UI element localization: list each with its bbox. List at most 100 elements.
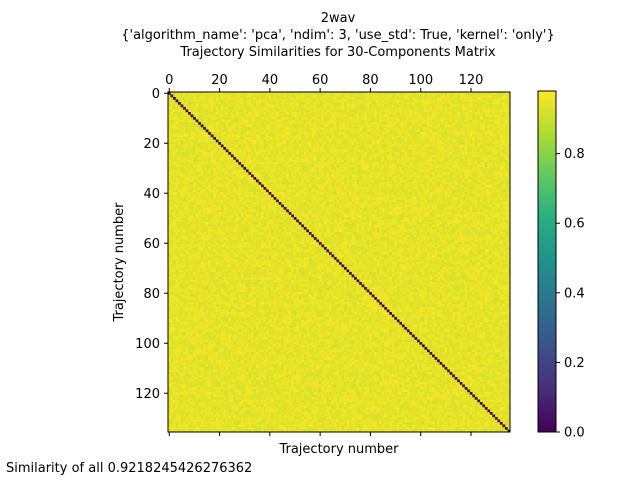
heatmap-cell	[384, 114, 388, 118]
heatmap-cell	[215, 237, 219, 240]
heatmap-cell	[321, 112, 325, 115]
heatmap-cell	[394, 134, 398, 138]
heatmap-cell	[180, 427, 184, 430]
heatmap-cell	[245, 117, 249, 120]
heatmap-cell	[419, 139, 423, 143]
heatmap-cell	[180, 172, 184, 175]
heatmap-cell	[200, 164, 204, 168]
heatmap-cell	[349, 97, 352, 100]
heatmap-cell	[213, 152, 217, 155]
heatmap-cell	[200, 377, 204, 380]
heatmap-cell	[195, 142, 199, 145]
heatmap-cell	[193, 412, 196, 415]
heatmap-cell	[389, 117, 393, 120]
heatmap-cell	[406, 134, 410, 138]
heatmap-cell	[198, 359, 201, 363]
heatmap-cell	[188, 359, 191, 363]
heatmap-cell	[213, 299, 217, 303]
heatmap-cell	[208, 124, 212, 128]
heatmap-cell	[188, 199, 191, 203]
heatmap-cell	[210, 294, 214, 298]
heatmap-cell	[261, 114, 264, 118]
heatmap-cell	[346, 137, 350, 140]
heatmap-cell	[489, 132, 493, 135]
heatmap-cell	[379, 124, 383, 128]
heatmap-cell	[180, 179, 184, 183]
heatmap-cell	[203, 402, 207, 405]
heatmap-cell	[193, 277, 196, 280]
heatmap-cell	[178, 117, 181, 120]
heatmap-cell	[497, 137, 501, 140]
heatmap-cell	[308, 127, 312, 130]
heatmap-cell	[175, 169, 179, 173]
heatmap-cell	[318, 117, 322, 120]
heatmap-cell	[195, 254, 199, 258]
heatmap-cell	[203, 197, 207, 200]
heatmap-cell	[168, 217, 171, 220]
heatmap-cell	[286, 137, 289, 140]
heatmap-cell	[170, 424, 174, 428]
heatmap-cell	[253, 129, 257, 133]
heatmap-cell	[195, 429, 199, 433]
heatmap-cell	[245, 104, 249, 108]
heatmap-cell	[384, 139, 388, 143]
heatmap-cell	[170, 107, 174, 110]
heatmap-cell	[208, 324, 212, 328]
heatmap-cell	[203, 409, 207, 413]
heatmap-cell	[170, 392, 174, 395]
heatmap-cell	[421, 134, 425, 138]
heatmap-cell	[346, 114, 350, 118]
heatmap-cell	[208, 279, 212, 283]
heatmap-cell	[296, 92, 300, 95]
heatmap-cell	[205, 404, 209, 408]
heatmap-cell	[213, 234, 217, 238]
heatmap-cell	[208, 372, 212, 375]
heatmap-cell	[261, 112, 264, 115]
heatmap-cell	[371, 139, 375, 143]
heatmap-cell	[487, 97, 491, 100]
heatmap-cell	[419, 112, 423, 115]
heatmap-cell	[210, 122, 214, 125]
heatmap-cell	[208, 149, 212, 153]
heatmap-cell	[168, 229, 171, 233]
heatmap-cell	[459, 124, 463, 128]
heatmap-cell	[263, 122, 267, 125]
heatmap-cell	[213, 424, 217, 428]
heatmap-cell	[213, 287, 217, 290]
heatmap-cell	[238, 122, 242, 125]
heatmap-cell	[188, 217, 191, 220]
heatmap-cell	[253, 102, 257, 105]
heatmap-cell	[213, 242, 217, 245]
heatmap-cell	[213, 179, 217, 183]
heatmap-cell	[203, 284, 207, 288]
heatmap-cell	[205, 377, 209, 380]
heatmap-cell	[205, 414, 209, 418]
heatmap-cell	[442, 134, 445, 138]
heatmap-cell	[205, 309, 209, 313]
heatmap-cell	[183, 237, 186, 240]
heatmap-cell	[185, 307, 189, 310]
heatmap-cell	[183, 189, 186, 193]
heatmap-cell	[215, 397, 219, 400]
heatmap-cell	[313, 107, 317, 110]
heatmap-cell	[484, 92, 488, 95]
heatmap-cell	[474, 139, 478, 143]
heatmap-cell	[183, 427, 186, 430]
heatmap-cell	[298, 134, 302, 138]
heatmap-cell	[301, 102, 305, 105]
heatmap-cell	[200, 359, 204, 363]
heatmap-cell	[205, 349, 209, 353]
heatmap-cell	[349, 99, 352, 103]
heatmap-cell	[200, 289, 204, 293]
heatmap-cell	[208, 377, 212, 380]
heatmap-cell	[205, 137, 209, 140]
heatmap-cell	[401, 99, 405, 103]
heatmap-cell	[200, 407, 204, 410]
heatmap-cell	[323, 127, 327, 130]
heatmap-cell	[215, 224, 219, 228]
heatmap-cell	[472, 112, 476, 115]
heatmap-cell	[190, 224, 194, 228]
heatmap-cell	[333, 97, 337, 100]
heatmap-cell	[185, 334, 189, 338]
heatmap-cell	[170, 274, 174, 278]
